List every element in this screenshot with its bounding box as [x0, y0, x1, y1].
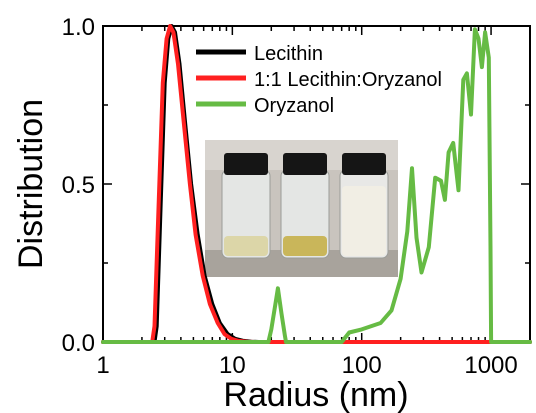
x-tick-label: 10 [219, 352, 246, 379]
series-line-3 [101, 27, 532, 344]
photo-inset [205, 140, 398, 277]
y-tick-label: 1.0 [62, 14, 95, 41]
vial-3 [339, 153, 389, 259]
x-tick-label: 100 [342, 352, 382, 379]
vial-1 [221, 153, 271, 259]
y-tick-label: 0.0 [62, 330, 95, 357]
x-axis-label: Radius (nm) [223, 376, 408, 413]
series-layer [101, 24, 532, 344]
y-axis-label: Distribution [12, 99, 50, 269]
x-tick-labels: 1 10 100 1000 [96, 352, 517, 379]
y-tick-label: 0.5 [62, 172, 95, 199]
vial-2 [280, 153, 330, 259]
legend-label: Oryzanol [254, 95, 334, 117]
y-tick-labels: 0.0 0.5 1.0 [62, 14, 95, 357]
x-tick-label: 1000 [464, 352, 517, 379]
x-tick-label: 1 [96, 352, 109, 379]
legend-label: 1:1 Lecithin:Oryzanol [254, 69, 442, 91]
legend-label: Lecithin [254, 43, 323, 65]
legend: Lecithin 1:1 Lecithin:Oryzanol Oryzanol [196, 43, 442, 117]
